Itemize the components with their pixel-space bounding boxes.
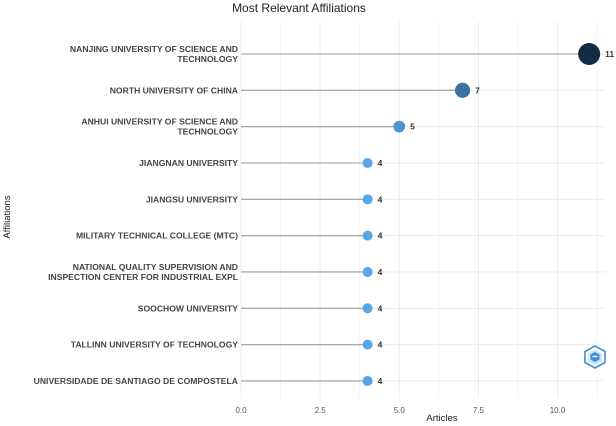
chart-title: Most Relevant Affiliations (232, 1, 366, 15)
lollipop-point (362, 157, 373, 168)
category-label: TECHNOLOGY (177, 127, 238, 137)
data-labels: 11 7 5 4 4 4 4 4 4 4 (378, 49, 615, 386)
stems (241, 53, 590, 382)
data-label: 4 (378, 340, 383, 350)
x-tick-label: 0.0 (235, 406, 247, 415)
category-label: SOOCHOW UNIVERSITY (138, 303, 239, 313)
data-label: 4 (378, 303, 383, 313)
category-label: NORTH UNIVERSITY OF CHINA (110, 85, 238, 95)
points (362, 43, 601, 386)
x-tick-label: 2.5 (315, 406, 327, 415)
x-ticks: 0.0 2.5 5.0 7.5 10.0 (235, 406, 565, 415)
data-label: 4 (378, 158, 383, 168)
category-label: JIANGSU UNIVERSITY (146, 194, 238, 204)
lollipop-point (362, 194, 373, 205)
lollipop-point (454, 82, 471, 98)
lollipop-point (362, 230, 373, 241)
lollipop-point (362, 303, 373, 314)
data-label: 4 (378, 194, 383, 204)
category-label: TECHNOLOGY (177, 54, 238, 64)
category-label: UNIVERSIDADE DE SANTIAGO DE COMPOSTELA (34, 376, 238, 386)
category-labels: NANJING UNIVERSITY OF SCIENCE ANDTECHNOL… (34, 44, 239, 386)
data-label: 5 (410, 122, 415, 132)
grid (240, 22, 605, 398)
x-axis-label: Articles (426, 413, 457, 424)
lollipop-point (362, 266, 373, 277)
category-label: TALLINN UNIVERSITY OF TECHNOLOGY (71, 340, 239, 350)
data-label: 7 (475, 85, 480, 95)
data-label: 4 (378, 231, 383, 241)
data-label: 11 (605, 49, 614, 59)
x-tick-label: 7.5 (473, 406, 485, 415)
category-label: NATIONAL QUALITY SUPERVISION AND (73, 262, 238, 272)
lollipop-point (362, 339, 373, 350)
data-label: 4 (378, 267, 383, 277)
lollipop-point (393, 120, 406, 133)
x-tick-label: 5.0 (394, 406, 406, 415)
category-label: ANHUI UNIVERSITY OF SCIENCE AND (81, 117, 238, 127)
category-label: INSPECTION CENTER FOR INDUSTRIAL EXPL (48, 272, 238, 282)
y-axis-label: Affiliations (2, 195, 13, 238)
x-tick-label: 10.0 (550, 406, 566, 415)
data-label: 4 (378, 376, 383, 386)
category-label: JIANGNAN UNIVERSITY (139, 158, 238, 168)
bibliometrix-logo-icon (584, 345, 606, 369)
category-label: MILITARY TECHNICAL COLLEGE (MTC) (76, 231, 238, 241)
lollipop-point (578, 43, 601, 65)
lollipop-point (362, 375, 373, 386)
category-label: NANJING UNIVERSITY OF SCIENCE AND (70, 44, 238, 54)
